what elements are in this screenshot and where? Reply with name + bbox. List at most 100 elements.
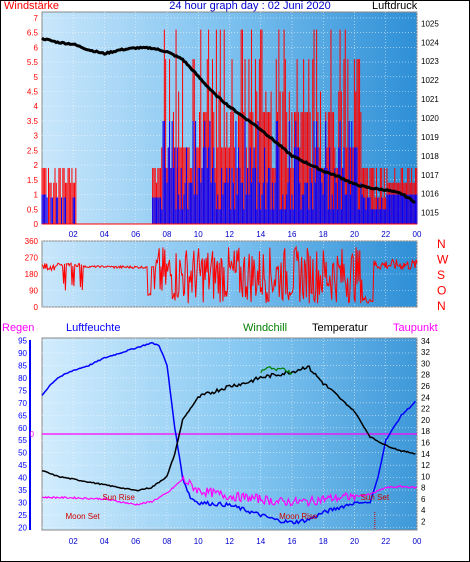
y-left-tick: 95 [18, 336, 27, 345]
y-left-tick: 7 [34, 14, 39, 23]
compass-label: N [437, 299, 446, 313]
y-right-tick: 10 [421, 472, 430, 481]
y-tick: 270 [25, 254, 39, 263]
x-tick: 12 [225, 537, 234, 546]
x-tick: 00 [413, 230, 422, 239]
panel-temperature-humidity: Regen Luftfeuchte Windchill Temperatur Taupu… [2, 322, 438, 546]
y-left-tick: 4.5 [27, 88, 39, 97]
x-tick: 20 [350, 230, 359, 239]
y-right-tick: 1025 [421, 19, 439, 28]
x-tick: 14 [256, 230, 265, 239]
y-left-tick: 6.5 [27, 29, 39, 38]
y-tick: 0 [34, 303, 39, 312]
astro-annotation: Moon Set [66, 512, 101, 521]
astro-annotation: Moon Rise [279, 512, 318, 521]
y-right-tick: 24 [421, 393, 430, 402]
y-left-tick: 45 [18, 461, 27, 470]
y-tick: 180 [25, 270, 39, 279]
y-right-tick: 20 [421, 416, 430, 425]
x-tick: 12 [225, 230, 234, 239]
y-right-tick: 1019 [421, 133, 439, 142]
series-wind [41, 29, 418, 224]
y-left-tick: 2.5 [27, 146, 39, 155]
y-left-tick: 75 [18, 386, 27, 395]
x-tick: 14 [256, 537, 265, 546]
y-right-tick: 1018 [421, 152, 439, 161]
x-tick: 02 [69, 537, 78, 546]
compass-label: W [437, 253, 449, 267]
legend-item: Temperatur [312, 322, 368, 334]
y-left-tick: 65 [18, 411, 27, 420]
y-right-tick: 1017 [421, 171, 439, 180]
x-tick: 04 [100, 537, 109, 546]
y-left-tick: 80 [18, 374, 27, 383]
panel-wind-pressure: 00.511.522.533.544.555.566.5710151016101… [27, 12, 439, 239]
y-right-tick: 1020 [421, 114, 439, 123]
humidity-line [41, 342, 416, 525]
y-left-tick: 3.5 [27, 117, 39, 126]
temperature-line [41, 365, 416, 492]
wind-direction-line [41, 245, 418, 304]
x-tick: 20 [350, 537, 359, 546]
y-right-tick: 1016 [421, 190, 439, 199]
y-right-tick: 26 [421, 382, 430, 391]
x-tick: 10 [194, 230, 203, 239]
chart-layer: 00.511.522.533.544.555.566.5710151016101… [2, 12, 449, 546]
legend-item: Luftfeuchte [66, 322, 120, 334]
y-left-tick: 1.5 [27, 176, 39, 185]
y-right-tick: 1023 [421, 57, 439, 66]
x-tick: 18 [319, 537, 328, 546]
y-tick: 360 [25, 237, 39, 246]
y-right-tick: 6 [421, 495, 426, 504]
astro-annotation: Sun Set [361, 493, 390, 502]
y-tick: 90 [29, 287, 38, 296]
y-left-tick: 85 [18, 361, 27, 370]
x-tick: 22 [381, 230, 390, 239]
y-left-tick: 5.5 [27, 58, 39, 67]
y-left-tick: 40 [18, 474, 27, 483]
compass-label: S [437, 268, 445, 282]
x-tick: 06 [131, 537, 140, 546]
y-right-tick: 8 [421, 484, 426, 493]
y-right-tick: 18 [421, 427, 430, 436]
x-tick: 00 [413, 537, 422, 546]
y-left-tick: 60 [18, 424, 27, 433]
compass-label: O [437, 284, 446, 298]
luftdruck-label: Luftdruck [372, 0, 418, 12]
y-left-tick: 30 [18, 499, 27, 508]
legend-item: Regen [2, 322, 34, 334]
y-right-tick: 4 [421, 506, 426, 515]
x-tick: 18 [319, 230, 328, 239]
y-right-tick: 1021 [421, 95, 439, 104]
compass-label: N [437, 237, 446, 251]
y-right-tick: 34 [421, 337, 430, 346]
y-left-tick: 50 [18, 449, 27, 458]
y-left-tick: 90 [18, 349, 27, 358]
legend-item: Taupunkt [393, 322, 438, 334]
y-left-tick: 4 [34, 102, 39, 111]
y-left-tick: 35 [18, 486, 27, 495]
y-left-tick: 1 [34, 191, 39, 200]
y-right-tick: 14 [421, 450, 430, 459]
y-right-tick: 30 [421, 359, 430, 368]
y-right-tick: 32 [421, 348, 430, 357]
y-left-tick: 6 [34, 43, 39, 52]
y-right-tick: 12 [421, 461, 430, 470]
y-left-tick: 70 [18, 399, 27, 408]
y-left-tick: 5 [34, 73, 39, 82]
y-left-tick: 55 [18, 436, 27, 445]
y-left-tick: 0 [34, 220, 39, 229]
y-right-tick: 16 [421, 438, 430, 447]
y-left-tick: 20 [18, 524, 27, 533]
x-tick: 16 [288, 230, 297, 239]
pressure-line [41, 36, 416, 204]
x-tick: 08 [163, 537, 172, 546]
astro-annotation: Sun Rise [102, 493, 135, 502]
x-tick: 02 [69, 230, 78, 239]
y-left-tick: 25 [18, 511, 27, 520]
dewpoint-line [41, 474, 417, 508]
x-tick: 10 [194, 537, 203, 546]
legend-item: Windchill [243, 322, 287, 334]
